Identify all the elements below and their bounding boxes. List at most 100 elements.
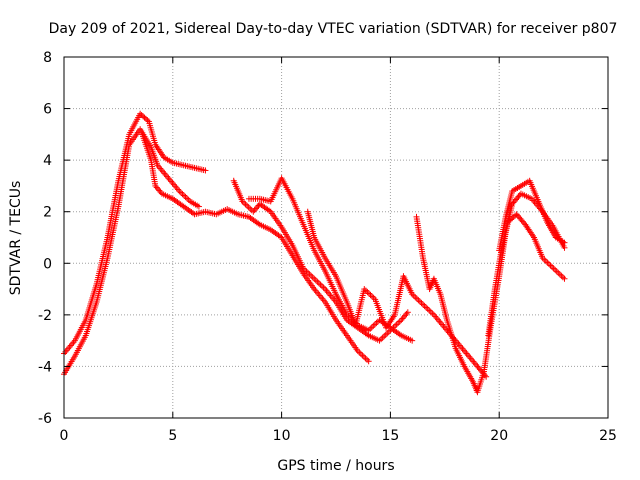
data-point bbox=[115, 143, 132, 210]
y-tick-label: 4 bbox=[43, 153, 52, 169]
data-point bbox=[104, 179, 121, 241]
data-point bbox=[354, 347, 371, 363]
data-point bbox=[61, 339, 77, 357]
series-trace-f bbox=[304, 208, 490, 380]
data-point bbox=[195, 203, 202, 210]
data-point bbox=[333, 291, 349, 316]
data-point bbox=[176, 188, 192, 203]
points-layer bbox=[61, 110, 568, 396]
data-point bbox=[250, 202, 262, 215]
data-point bbox=[213, 206, 229, 218]
series-trace-d bbox=[230, 177, 411, 344]
data-point bbox=[158, 190, 174, 201]
data-point bbox=[461, 363, 476, 384]
data-point bbox=[413, 213, 426, 259]
data-point bbox=[300, 270, 317, 291]
data-point bbox=[452, 345, 467, 368]
data-point bbox=[409, 337, 416, 344]
y-tick-label: -6 bbox=[38, 411, 52, 427]
data-point bbox=[483, 373, 490, 380]
x-tick-label: 0 bbox=[60, 428, 69, 444]
data-point bbox=[191, 164, 207, 174]
y-tick-label: -2 bbox=[38, 308, 52, 324]
data-point bbox=[561, 239, 568, 246]
data-point bbox=[420, 301, 436, 317]
data-point bbox=[404, 309, 411, 316]
data-point bbox=[352, 288, 367, 329]
data-point bbox=[245, 213, 262, 227]
series-trace-a bbox=[61, 110, 209, 357]
data-point bbox=[311, 275, 327, 291]
series-trace-i bbox=[496, 177, 568, 254]
data-point bbox=[430, 275, 443, 296]
data-point bbox=[148, 144, 160, 167]
data-point bbox=[535, 198, 550, 224]
y-tick-label: 8 bbox=[43, 50, 52, 66]
data-point bbox=[333, 273, 350, 303]
data-point bbox=[387, 324, 403, 338]
data-point bbox=[485, 288, 498, 339]
data-point bbox=[343, 332, 360, 353]
data-point bbox=[154, 162, 171, 180]
data-point bbox=[300, 221, 317, 252]
data-point bbox=[463, 350, 480, 368]
x-tick-label: 15 bbox=[381, 428, 399, 444]
labels-layer: 0 5 10 15 20 25 -6 -4 -2 0 2 4 6 8 bbox=[38, 50, 617, 444]
data-point bbox=[278, 224, 295, 247]
data-point bbox=[304, 208, 317, 239]
data-point bbox=[256, 200, 273, 214]
series-trace-e bbox=[245, 175, 416, 344]
data-point bbox=[376, 328, 392, 344]
data-point bbox=[398, 332, 414, 343]
data-point bbox=[71, 334, 88, 360]
data-point bbox=[430, 311, 447, 330]
plot-frame bbox=[63, 56, 609, 419]
series-trace-h bbox=[485, 211, 568, 339]
data-point bbox=[278, 175, 295, 200]
data-point bbox=[311, 234, 328, 260]
data-point bbox=[420, 255, 433, 291]
data-point bbox=[561, 275, 568, 282]
data-point bbox=[126, 112, 143, 138]
x-tick-label: 10 bbox=[273, 428, 291, 444]
data-point bbox=[93, 257, 111, 305]
data-point bbox=[180, 203, 197, 217]
data-point bbox=[517, 190, 534, 201]
data-point bbox=[561, 244, 568, 251]
series-trace-b bbox=[61, 126, 202, 378]
data-point bbox=[398, 310, 410, 324]
x-axis-label: GPS time / hours bbox=[277, 458, 394, 474]
data-point bbox=[496, 215, 509, 254]
data-point bbox=[474, 370, 487, 396]
data-point bbox=[409, 291, 425, 307]
y-axis-label: SDTVAR / TECUs bbox=[8, 181, 24, 296]
data-point bbox=[137, 110, 151, 124]
data-point bbox=[169, 159, 185, 168]
data-point bbox=[365, 358, 372, 365]
data-point bbox=[322, 298, 338, 322]
data-point bbox=[267, 226, 284, 240]
data-point bbox=[509, 183, 523, 195]
data-point bbox=[333, 317, 349, 337]
data-point bbox=[71, 318, 88, 344]
data-point bbox=[139, 131, 154, 162]
data-point bbox=[443, 317, 459, 350]
data-point bbox=[300, 265, 316, 281]
series-trace-g bbox=[413, 190, 568, 396]
data-point bbox=[522, 221, 536, 239]
data-point bbox=[322, 268, 339, 296]
data-point bbox=[513, 211, 528, 227]
data-point bbox=[539, 255, 556, 270]
y-tick-label: 6 bbox=[43, 102, 52, 118]
data-point bbox=[361, 286, 377, 301]
y-tick-label: 0 bbox=[43, 256, 52, 272]
data-point bbox=[550, 265, 566, 281]
chart-title: Day 209 of 2021, Sidereal Day-to-day VTE… bbox=[49, 21, 618, 37]
x-tick-label: 5 bbox=[168, 428, 177, 444]
data-point bbox=[383, 313, 397, 331]
data-point bbox=[544, 219, 558, 239]
ticks-layer bbox=[63, 56, 609, 419]
data-point bbox=[152, 182, 164, 196]
data-point bbox=[104, 205, 121, 262]
